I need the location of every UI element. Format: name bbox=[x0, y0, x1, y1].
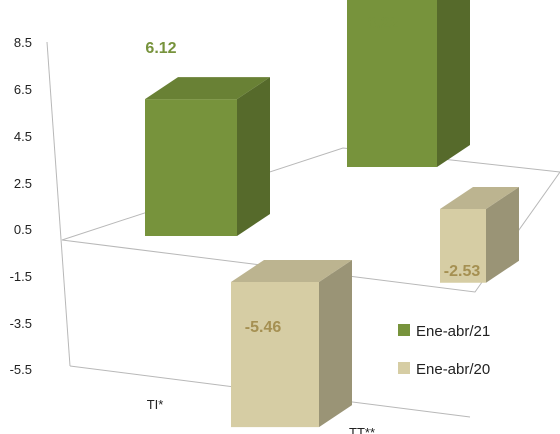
category-label: TI* bbox=[147, 397, 164, 412]
y-axis-line bbox=[46, 41, 71, 367]
y-tick-label: 4.5 bbox=[14, 129, 32, 144]
bar-front bbox=[440, 209, 486, 283]
y-tick-label: 6.5 bbox=[14, 82, 32, 97]
bars-group bbox=[145, 0, 519, 428]
data-labels: 6.12 8.22 -5.46 -2.53 bbox=[145, 15, 480, 336]
bar-front bbox=[347, 0, 437, 167]
legend-swatch bbox=[398, 362, 410, 374]
bar-side bbox=[319, 260, 352, 428]
legend-swatch bbox=[398, 324, 410, 336]
y-tick-label: 0.5 bbox=[14, 222, 32, 237]
y-tick-label: -5.5 bbox=[10, 362, 32, 377]
category-labels: TI* TT** bbox=[147, 397, 375, 434]
legend-label: Ene-abr/21 bbox=[416, 323, 490, 340]
bar-top bbox=[145, 77, 270, 100]
data-label: 6.12 bbox=[145, 40, 176, 57]
bar-top bbox=[440, 187, 519, 209]
bar-top bbox=[231, 260, 352, 282]
y-tick-label: -1.5 bbox=[10, 269, 32, 284]
bar-side bbox=[486, 187, 519, 283]
bar-front bbox=[231, 282, 319, 428]
legend: Ene-abr/21 Ene-abr/20 bbox=[398, 323, 490, 378]
y-tick-label: 8.5 bbox=[14, 35, 32, 50]
y-tick-label: 2.5 bbox=[14, 176, 32, 191]
legend-label: Ene-abr/20 bbox=[416, 361, 490, 378]
bar-front bbox=[145, 99, 237, 236]
category-label: TT** bbox=[349, 425, 375, 434]
data-label: -5.46 bbox=[245, 319, 282, 336]
bar-side bbox=[437, 0, 470, 167]
data-label: 8.22 bbox=[367, 15, 398, 32]
y-tick-labels: 8.5 6.5 4.5 2.5 0.5 -1.5 -3.5 -5.5 bbox=[10, 35, 32, 377]
data-label: -2.53 bbox=[444, 263, 481, 280]
bar-side bbox=[237, 77, 270, 236]
y-tick-label: -3.5 bbox=[10, 316, 32, 331]
